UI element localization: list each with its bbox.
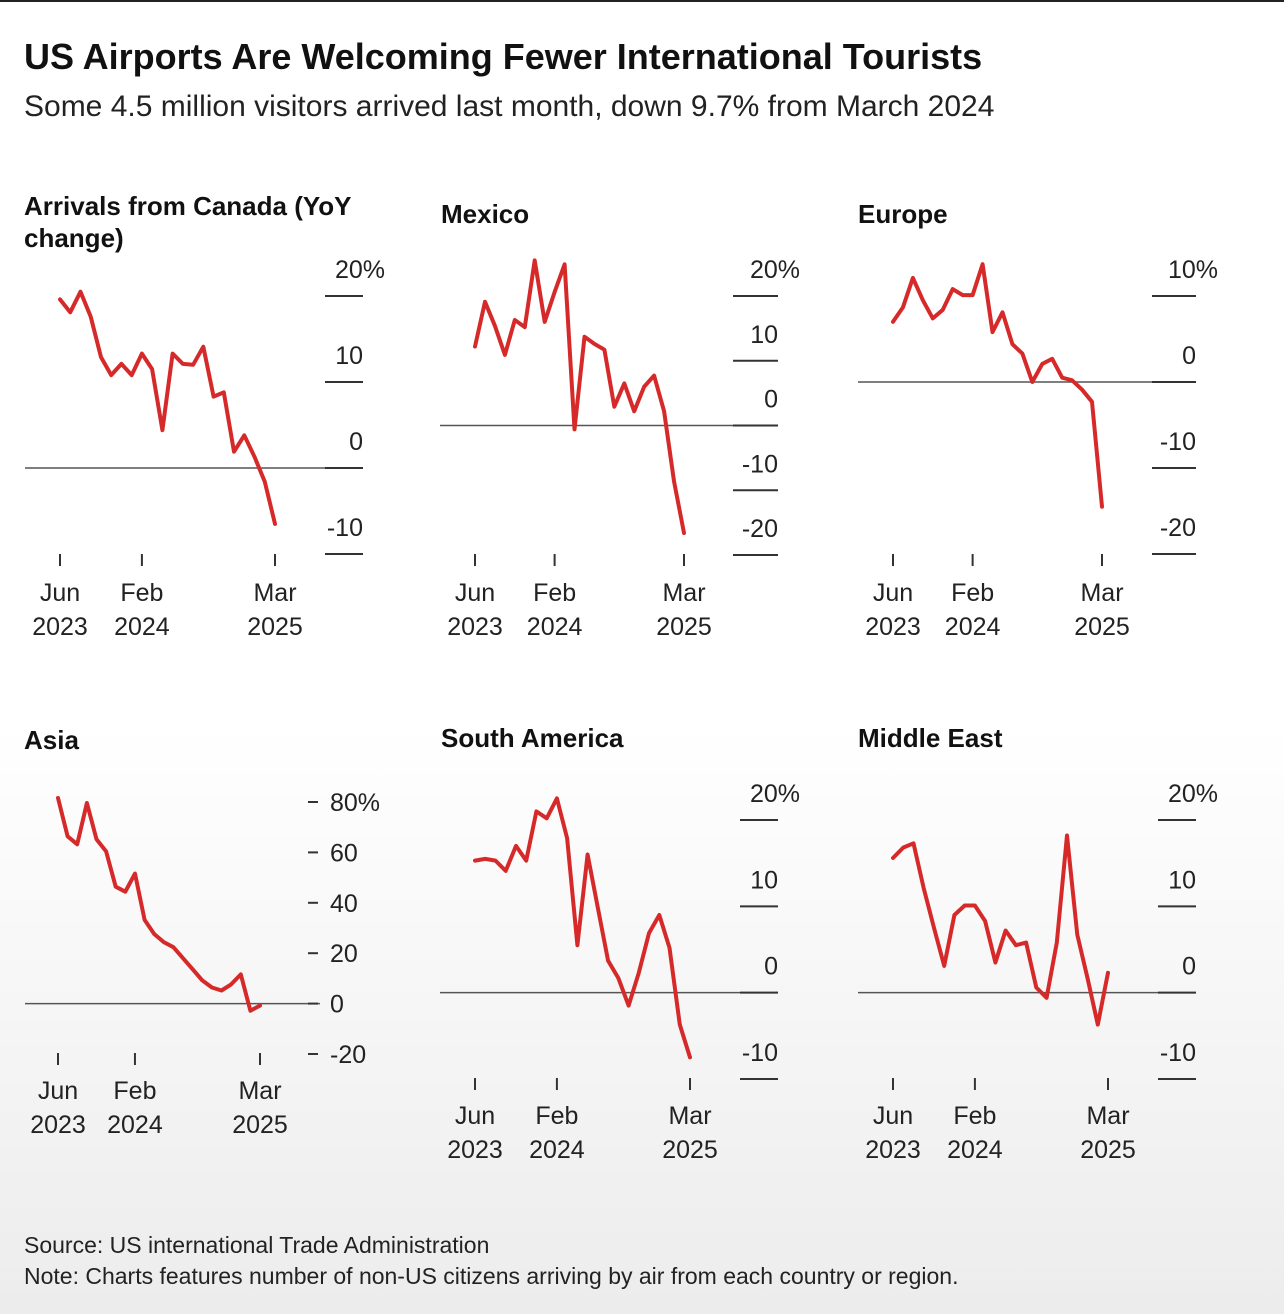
x-tick-label: Jun 2023 [30,1077,86,1139]
y-tick-label: 0 [1182,953,1196,981]
y-tick-label: 0 [349,428,363,456]
x-tick-label: Mar 2025 [1074,579,1130,641]
y-tick-label: 20% [335,256,385,284]
panel-title: Asia [24,725,79,755]
x-tick-label: Mar 2025 [247,579,303,641]
x-tick-label: Feb 2024 [944,579,1001,641]
y-tick-label: 80% [330,789,380,817]
panel-title: Middle East [858,723,1003,753]
y-tick-label: 10 [750,321,778,349]
panel-title: Mexico [441,199,530,229]
note: Note: Charts features number of non-US c… [24,1263,959,1289]
panel-title: Europe [858,199,948,229]
y-tick-label: -20 [1160,514,1196,542]
y-tick-label: 20 [330,940,358,968]
panel-title: Arrivals from Canada (YoY change) [24,191,352,253]
y-tick-label: 20% [1168,780,1218,808]
panel-title: South America [441,723,624,753]
x-tick-label: Feb 2024 [526,579,583,641]
page-title: US Airports Are Welcoming Fewer Internat… [24,36,983,77]
y-tick-label: 20% [750,256,800,284]
x-tick-label: Feb 2024 [947,1102,1003,1164]
y-tick-label: 10 [1168,866,1196,894]
x-tick-label: Feb 2024 [107,1077,163,1139]
y-tick-label: 10 [335,342,363,370]
x-tick-label: Jun 2023 [865,1102,921,1164]
y-tick-label: 60 [330,839,358,867]
x-tick-label: Jun 2023 [447,1102,503,1164]
page-subtitle: Some 4.5 million visitors arrived last m… [24,90,995,123]
x-tick-label: Feb 2024 [529,1102,585,1164]
y-tick-label: -10 [327,514,363,542]
data-line [473,796,692,1060]
x-tick-label: Jun 2023 [32,579,88,641]
source: Source: US international Trade Administr… [24,1232,490,1258]
x-tick-label: Mar 2025 [1080,1102,1136,1164]
y-tick-label: 40 [330,890,358,918]
data-line [891,833,1110,1027]
y-tick-label: -10 [1160,428,1196,456]
data-line [891,262,1104,509]
y-tick-label: 10% [1168,256,1218,284]
y-tick-label: -10 [742,1039,778,1067]
y-tick-label: -20 [742,515,778,543]
y-tick-label: 0 [764,386,778,414]
y-tick-label: 0 [330,991,344,1019]
x-tick-label: Mar 2025 [656,579,712,641]
y-tick-label: 0 [764,953,778,981]
x-tick-label: Feb 2024 [114,579,170,641]
data-line [58,289,277,526]
x-tick-label: Jun 2023 [447,579,503,641]
y-tick-label: 0 [1182,342,1196,370]
x-tick-label: Jun 2023 [865,579,921,641]
x-tick-label: Mar 2025 [232,1077,288,1139]
y-tick-label: -10 [1160,1039,1196,1067]
y-tick-label: 10 [750,866,778,894]
data-line [56,796,262,1013]
y-tick-label: -10 [742,450,778,478]
y-tick-label: -20 [330,1041,366,1069]
data-line [473,258,686,535]
x-tick-label: Mar 2025 [662,1102,718,1164]
y-tick-label: 20% [750,780,800,808]
